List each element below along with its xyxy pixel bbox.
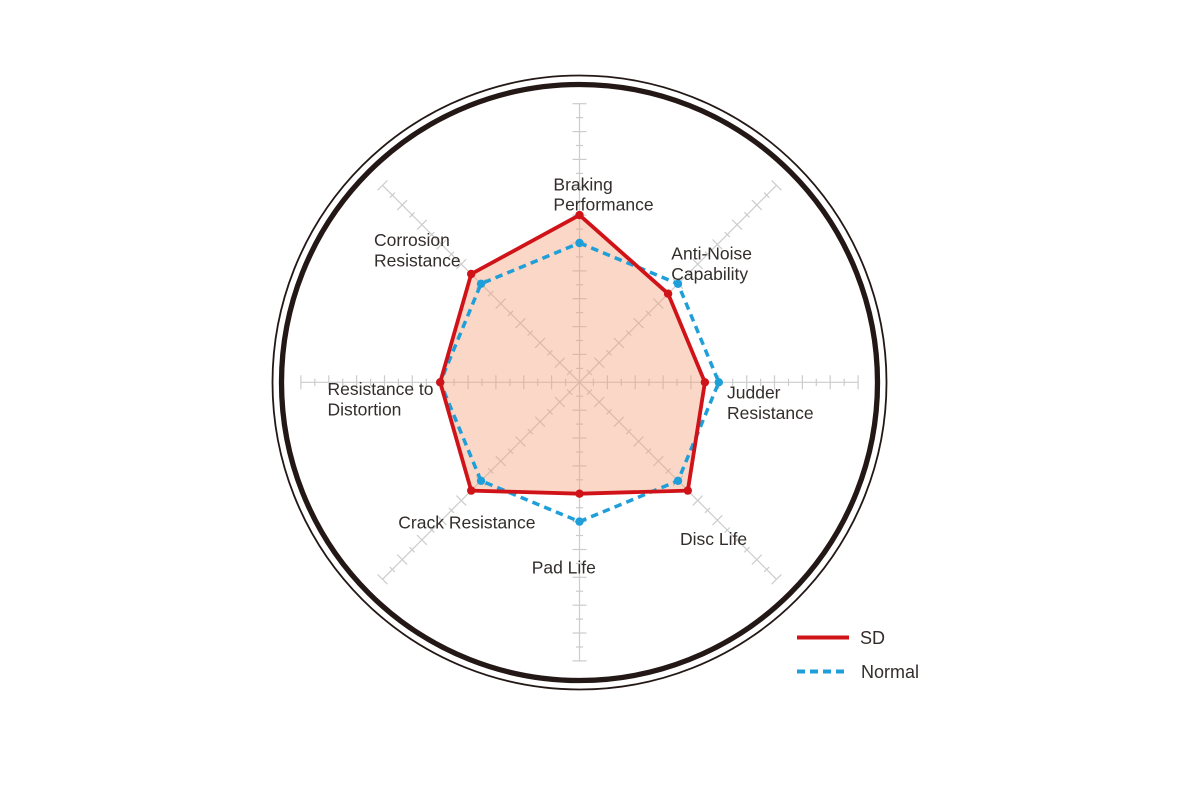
svg-text:Resistance: Resistance bbox=[374, 251, 461, 271]
svg-text:SD: SD bbox=[860, 628, 885, 648]
svg-text:Disc Life: Disc Life bbox=[680, 529, 747, 549]
svg-text:Crack Resistance: Crack Resistance bbox=[398, 512, 535, 532]
svg-text:Braking: Braking bbox=[553, 174, 612, 194]
svg-text:Distortion: Distortion bbox=[328, 400, 402, 420]
svg-text:Anti-Noise: Anti-Noise bbox=[671, 244, 752, 264]
svg-text:Corrosion: Corrosion bbox=[374, 230, 450, 250]
svg-text:Resistance: Resistance bbox=[727, 403, 814, 423]
svg-text:Pad Life: Pad Life bbox=[532, 557, 596, 577]
svg-text:Capability: Capability bbox=[671, 264, 748, 284]
svg-text:Resistance to: Resistance to bbox=[328, 379, 434, 399]
svg-text:Normal: Normal bbox=[861, 662, 919, 682]
svg-text:Performance: Performance bbox=[553, 194, 653, 214]
svg-text:Judder: Judder bbox=[727, 383, 781, 403]
